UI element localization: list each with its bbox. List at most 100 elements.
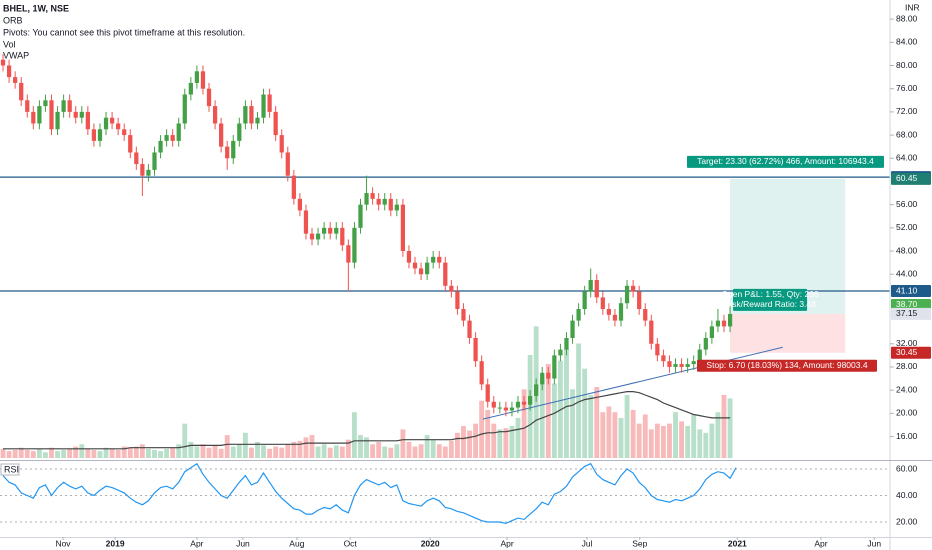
candle-body [558,349,563,356]
candle-body [528,395,533,405]
candle-body [267,94,272,112]
candle-body [140,164,145,176]
candle-body [467,320,472,338]
volume-bar [49,447,54,458]
volume-bar [612,412,618,458]
rsi-tick-label: 40.00 [896,490,918,500]
candle-body [709,326,714,338]
x-tick-label: Sep [632,538,647,548]
candle-body [443,262,448,286]
y-tick-label: 88.00 [896,13,918,23]
candle-body [461,309,466,321]
y-tick-label: 84.00 [896,37,918,47]
volume-bar [424,435,430,458]
candle-body [134,152,139,165]
candle-body [116,123,121,130]
price-badge [891,285,931,298]
y-tick-label: 80.00 [896,60,918,70]
x-tick-label: 2019 [106,538,125,548]
stop-label: Stop: 6.70 (18.03%) 134, Amount: 98003.4 [706,360,867,370]
candle-body [358,204,363,228]
volume-bar [588,395,594,458]
candle-body [406,251,412,263]
volume-bar [91,449,97,458]
candle-body [594,280,599,298]
volume-bar [43,452,48,458]
x-tick-label: Aug [289,538,304,548]
volume-bar [194,446,200,458]
volume-bar [0,448,6,458]
candle-body [231,140,236,159]
candle-body [618,303,624,321]
candle-body [212,106,218,124]
volume-bar [454,432,460,458]
volume-bar [679,421,685,458]
candle-body [703,337,708,350]
volume-bar [412,446,418,458]
volume-bar [218,448,224,458]
volume-bar [18,447,24,458]
volume-bar [242,432,248,458]
candle-body [340,227,345,246]
price-badge-label: 60.45 [896,173,918,183]
volume-bar [673,412,678,458]
x-tick-label: Apr [500,538,513,548]
target-label: Target: 23.30 (62.72%) 466, Amount: 1069… [697,156,874,166]
candle-body [206,88,212,107]
y-tick-label: 28.00 [896,361,918,371]
volume-bar [200,444,206,458]
rr-label: Risk/Reward Ratio: 3.48 [724,299,816,309]
x-tick-label: Apr [814,538,827,548]
volume-bar [576,343,582,458]
candle-body [61,100,66,112]
volume-bar [6,451,12,458]
candle-body [679,364,684,367]
volume-bar [327,447,333,458]
candle-body [49,100,54,130]
volume-bar [55,451,60,458]
volume-bar [715,412,721,458]
volume-bar [388,447,394,458]
candle-body [37,106,42,124]
candle-body [691,361,696,365]
candle-body [564,337,569,350]
y-tick-label: 16.00 [896,431,918,441]
candle-body [491,401,496,408]
volume-bar [345,439,351,458]
volume-bar [358,435,363,458]
price-badge [891,172,931,185]
candle-body [606,309,612,315]
price-badge [891,346,931,359]
volume-bar [400,429,406,458]
candle-body [315,233,321,240]
candle-body [588,280,593,292]
candle-body [19,82,24,101]
volume-bar [170,447,176,458]
candle-body [655,343,660,356]
volume-bar [352,412,357,458]
volume-bar [497,429,503,458]
candle-body [182,94,187,124]
volume-bar [297,440,303,458]
volume-bar [121,446,127,458]
volume-bar [30,451,36,458]
y-tick-label: 52.00 [896,222,918,232]
volume-bar [491,423,497,458]
candle-body [570,320,575,338]
candle-body [503,407,509,411]
price-badge-label: 30.45 [896,347,918,357]
candle-body [667,361,672,367]
volume-bar [624,395,630,458]
candle-body [146,169,151,176]
candle-body [225,146,230,159]
candle-body [515,401,521,408]
candle-body [473,337,478,362]
volume-bar [660,425,666,458]
candle-body [540,372,545,385]
candle-body [388,198,393,211]
volume-bar [67,448,73,458]
candle-body [697,349,702,362]
volume-bar [394,444,400,458]
